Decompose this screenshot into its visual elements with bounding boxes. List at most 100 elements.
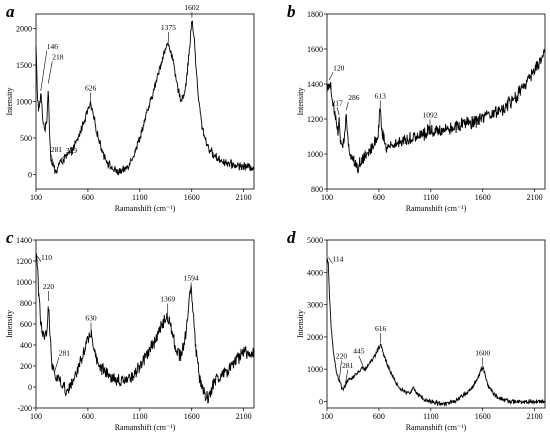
y-tick-label: 0 bbox=[28, 170, 32, 179]
x-tick-label: 1600 bbox=[475, 193, 491, 202]
x-tick-label: 1600 bbox=[475, 412, 491, 421]
y-tick-label: 1400 bbox=[16, 236, 32, 245]
peak-label: 1602 bbox=[184, 3, 199, 12]
x-tick-label: 1600 bbox=[184, 412, 200, 421]
y-tick-label: 2000 bbox=[16, 25, 32, 34]
panel-d: d 100 600 1100 1600 2100 0 1000 2000 3000 4000 500… bbox=[287, 228, 546, 432]
x-tick-label: 1100 bbox=[132, 412, 148, 421]
panel-a: a 100 600 1100 1600 2100 0 500 1000 1500 2000 Rama… bbox=[5, 2, 255, 213]
peak-pointer bbox=[346, 101, 349, 111]
y-tick-label: 1200 bbox=[307, 115, 323, 124]
peak-label: 146 bbox=[47, 42, 59, 51]
y-tick-label: 500 bbox=[20, 134, 32, 143]
plot-frame bbox=[326, 13, 546, 190]
spectrum-line bbox=[326, 258, 546, 408]
peak-label: 217 bbox=[332, 98, 344, 107]
peak-label: 281 bbox=[51, 145, 63, 154]
x-tick-label: 100 bbox=[30, 193, 42, 202]
spectrum-line bbox=[35, 20, 255, 176]
peak-label: 1369 bbox=[160, 295, 175, 304]
peak-label: 281 bbox=[59, 348, 70, 357]
peak-label: 286 bbox=[348, 93, 360, 102]
peak-pointer bbox=[358, 355, 364, 366]
x-tick-label: 1100 bbox=[132, 193, 148, 202]
peak-label: 120 bbox=[333, 63, 345, 72]
plot-area-d: 100 600 1100 1600 2100 0 1000 2000 3000 4000 5000 R… bbox=[296, 236, 546, 432]
peak-pointer bbox=[40, 50, 48, 91]
panel-label-c: c bbox=[6, 228, 14, 247]
x-tick-label: 1100 bbox=[423, 193, 439, 202]
x-tick-label: 100 bbox=[321, 412, 333, 421]
panel-label-d: d bbox=[287, 228, 296, 247]
x-tick-label: 1600 bbox=[184, 193, 200, 202]
y-tick-label: 400 bbox=[20, 341, 32, 350]
y-tick-label: 4000 bbox=[307, 268, 323, 277]
peak-pointer bbox=[47, 61, 53, 84]
y-tick-label: 1000 bbox=[307, 150, 323, 159]
x-axis-label: Ramanshift (cm⁻¹) bbox=[406, 204, 467, 213]
plot-area-c: 100 600 1100 1600 2100 -200 0 200 400 600 800 1000 1… bbox=[5, 236, 255, 432]
peak-label: 616 bbox=[375, 324, 387, 333]
peak-label: 220 bbox=[43, 282, 55, 291]
peak-pointer bbox=[339, 360, 342, 379]
peak-label: 1375 bbox=[161, 23, 176, 32]
peak-pointer bbox=[345, 369, 349, 382]
y-tick-label: 1600 bbox=[307, 45, 323, 54]
y-axis-label: Intensity bbox=[296, 88, 305, 116]
y-tick-label: 200 bbox=[20, 362, 32, 371]
peak-label: 1600 bbox=[475, 349, 490, 358]
x-tick-label: 600 bbox=[82, 412, 94, 421]
peak-pointer bbox=[328, 72, 334, 81]
y-tick-label: 1500 bbox=[16, 61, 32, 70]
peak-label: 114 bbox=[332, 254, 343, 263]
peak-label: 329 bbox=[66, 146, 78, 155]
x-axis-label: Ramanshift (cm⁻¹) bbox=[115, 423, 176, 432]
x-tick-label: 2100 bbox=[527, 412, 543, 421]
x-axis-label: Ramanshift (cm⁻¹) bbox=[406, 423, 467, 432]
y-axis-label: Intensity bbox=[5, 88, 14, 116]
x-tick-label: 600 bbox=[82, 193, 94, 202]
peak-pointer bbox=[328, 257, 333, 264]
y-tick-label: -200 bbox=[17, 404, 32, 413]
peak-label: 281 bbox=[342, 361, 354, 370]
panel-b: b 100 600 1100 1600 210080010001200140016001… bbox=[287, 2, 546, 213]
peak-label: 445 bbox=[353, 347, 365, 356]
peak-label: 110 bbox=[41, 253, 52, 262]
x-tick-label: 1100 bbox=[423, 412, 439, 421]
peak-label: 626 bbox=[85, 83, 97, 92]
y-tick-label: 0 bbox=[319, 398, 323, 407]
y-tick-label: 600 bbox=[20, 320, 32, 329]
y-tick-label: 2000 bbox=[307, 333, 323, 342]
plot-frame bbox=[326, 239, 546, 409]
peak-pointer bbox=[36, 255, 42, 263]
x-tick-label: 2100 bbox=[236, 193, 252, 202]
peak-label: 613 bbox=[375, 91, 387, 100]
panel-label-b: b bbox=[287, 2, 296, 21]
peak-pointer bbox=[59, 154, 66, 161]
x-tick-label: 600 bbox=[373, 193, 385, 202]
plot-area-b: 100 600 1100 1600 2100 800 1000 1200 1400 1600 180… bbox=[296, 10, 546, 213]
peak-pointer bbox=[50, 153, 56, 169]
plot-area-a: 100 600 1100 1600 2100 0 500 1000 1500 2000 Ramans… bbox=[5, 3, 255, 213]
panel-label-a: a bbox=[6, 2, 15, 21]
peak-label: 220 bbox=[336, 352, 348, 361]
y-axis-label: Intensity bbox=[5, 310, 14, 338]
peak-pointer bbox=[336, 107, 340, 116]
plot-frame bbox=[35, 13, 255, 190]
x-tick-label: 100 bbox=[30, 412, 42, 421]
peak-label: 630 bbox=[85, 314, 97, 323]
y-tick-label: 1400 bbox=[307, 80, 323, 89]
y-tick-label: 3000 bbox=[307, 301, 323, 310]
peak-label: 1092 bbox=[422, 111, 437, 120]
spectrum-line bbox=[35, 253, 255, 404]
y-tick-label: 1000 bbox=[307, 365, 323, 374]
y-tick-label: 1200 bbox=[16, 257, 32, 266]
y-tick-label: 1800 bbox=[307, 10, 323, 19]
y-tick-label: 0 bbox=[28, 383, 32, 392]
plot-frame bbox=[35, 239, 255, 409]
x-tick-label: 100 bbox=[321, 193, 333, 202]
peak-label: 1594 bbox=[184, 273, 199, 282]
panel-c: c 100 600 1100 1600 2100-2000200400600800100… bbox=[5, 228, 255, 432]
x-tick-label: 2100 bbox=[236, 412, 252, 421]
